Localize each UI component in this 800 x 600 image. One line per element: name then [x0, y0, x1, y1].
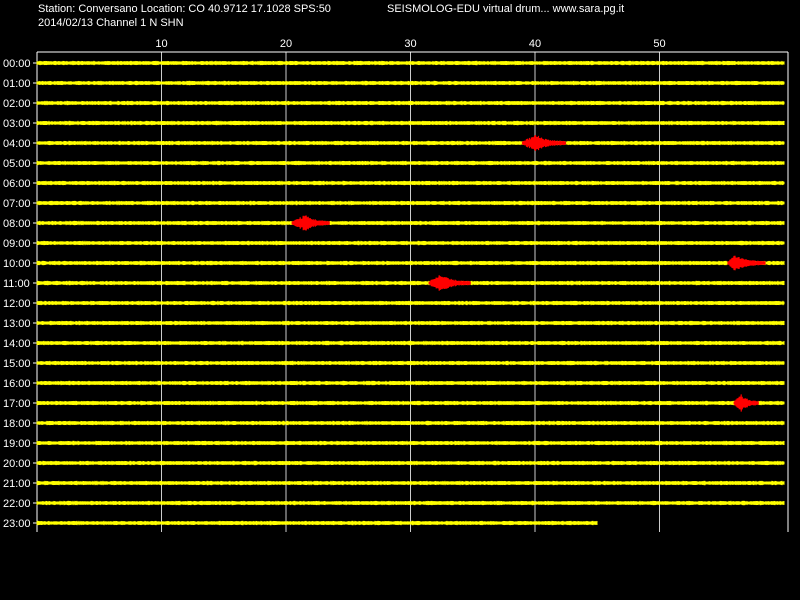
hour-label: 13:00: [3, 318, 31, 330]
seismic-trace: [36, 520, 598, 526]
seismic-event: [521, 135, 567, 151]
seismic-event: [291, 215, 330, 231]
hour-label: 11:00: [3, 278, 30, 290]
seismic-trace: [36, 500, 785, 506]
station-info: Station: Conversano Location: CO 40.9712…: [38, 3, 331, 15]
app-title: SEISMOLOG-EDU virtual drum... www.sara.p…: [387, 3, 625, 15]
hour-label: 18:00: [3, 418, 31, 430]
hour-label: 10:00: [3, 258, 31, 270]
seismic-trace: [36, 480, 785, 486]
hour-label: 22:00: [3, 498, 31, 510]
seismic-trace: [36, 420, 785, 426]
seismic-trace: [36, 160, 785, 166]
hour-label: 04:00: [3, 138, 31, 150]
seismic-trace: [36, 380, 785, 386]
seismic-trace: [36, 60, 785, 66]
hour-label: 21:00: [3, 478, 31, 490]
seismic-trace: [36, 140, 785, 146]
seismic-trace: [36, 360, 785, 366]
hour-label: 00:00: [3, 58, 31, 70]
minute-tick-label: 30: [404, 38, 416, 50]
hour-label: 06:00: [3, 178, 31, 190]
hour-label: 14:00: [3, 338, 31, 350]
seismic-trace: [36, 200, 785, 206]
seismic-event: [727, 255, 766, 271]
seismic-trace: [36, 260, 785, 266]
seismic-trace: [36, 80, 785, 86]
hour-label: 07:00: [3, 198, 31, 210]
seismic-trace: [36, 240, 785, 246]
hour-label: 12:00: [3, 298, 31, 310]
hour-label: 05:00: [3, 158, 31, 170]
hour-label: 08:00: [3, 218, 31, 230]
seismic-trace: [36, 120, 785, 126]
hour-label: 23:00: [3, 518, 31, 530]
seismic-trace: [36, 440, 785, 446]
seismic-trace: [36, 300, 785, 306]
minute-tick-label: 50: [653, 38, 665, 50]
seismic-trace: [36, 180, 785, 186]
seismic-event: [733, 394, 759, 412]
seismic-trace: [36, 280, 785, 286]
date-channel-info: 2014/02/13 Channel 1 N SHN: [38, 17, 184, 29]
hour-label: 03:00: [3, 118, 31, 130]
seismic-trace: [36, 320, 785, 326]
seismic-trace: [36, 400, 785, 406]
hour-label: 17:00: [3, 398, 31, 410]
seismic-event: [428, 275, 471, 291]
hour-label: 15:00: [3, 358, 31, 370]
hour-label: 01:00: [3, 78, 31, 90]
hour-label: 09:00: [3, 238, 31, 250]
hour-label: 20:00: [3, 458, 31, 470]
seismic-trace: [36, 340, 785, 346]
hour-label: 19:00: [3, 438, 31, 450]
hour-label: 02:00: [3, 98, 31, 110]
minute-tick-label: 40: [529, 38, 541, 50]
minute-tick-label: 10: [155, 38, 167, 50]
seismic-trace: [36, 460, 785, 466]
hour-label: 16:00: [3, 378, 31, 390]
seismic-trace: [36, 220, 785, 226]
minute-tick-label: 20: [280, 38, 292, 50]
seismic-trace: [36, 100, 785, 106]
